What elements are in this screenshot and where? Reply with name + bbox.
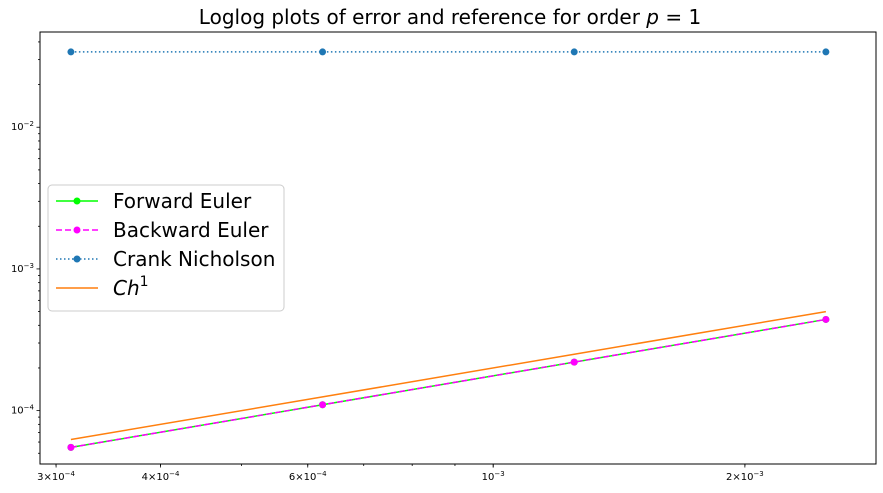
y-axis: 10−4 10−3 10−2 bbox=[11, 41, 40, 454]
legend-label: Forward Euler bbox=[113, 189, 252, 213]
series-point bbox=[319, 401, 327, 409]
x-tick-label: 4×10−4 bbox=[142, 470, 180, 483]
x-tick-label: 3×10−4 bbox=[37, 470, 75, 483]
plot-frame bbox=[39, 31, 877, 465]
series-point bbox=[570, 358, 578, 366]
series-point bbox=[822, 48, 830, 56]
legend-marker bbox=[73, 255, 81, 263]
x-axis: 3×10−4 4×10−4 6×10−4 10−3 2×10−3 bbox=[37, 464, 764, 483]
series-line bbox=[70, 310, 827, 441]
y-tick-label: 10−3 bbox=[11, 262, 34, 275]
series-point bbox=[319, 48, 327, 56]
x-tick-label: 6×10−4 bbox=[289, 470, 327, 483]
legend: Forward Euler Backward Euler Crank Nichols… bbox=[47, 184, 285, 312]
plot-area bbox=[67, 48, 830, 451]
series-point bbox=[822, 315, 830, 323]
series-line bbox=[70, 318, 827, 449]
legend-marker bbox=[73, 197, 81, 205]
x-tick-label: 10−3 bbox=[482, 470, 505, 483]
legend-label: Crank Nicholson bbox=[113, 247, 275, 271]
series-point bbox=[67, 443, 75, 451]
series-point bbox=[67, 48, 75, 56]
legend-label: Backward Euler bbox=[113, 218, 269, 242]
y-tick-label: 10−2 bbox=[11, 120, 34, 133]
legend-label: Ch1 bbox=[113, 274, 149, 300]
x-tick-label: 2×10−3 bbox=[726, 470, 764, 483]
y-tick-label: 10−4 bbox=[11, 404, 35, 417]
legend-marker bbox=[73, 226, 81, 234]
series-point bbox=[570, 48, 578, 56]
legend-box bbox=[47, 184, 285, 312]
chart-title: Loglog plots of error and reference for … bbox=[199, 5, 701, 29]
